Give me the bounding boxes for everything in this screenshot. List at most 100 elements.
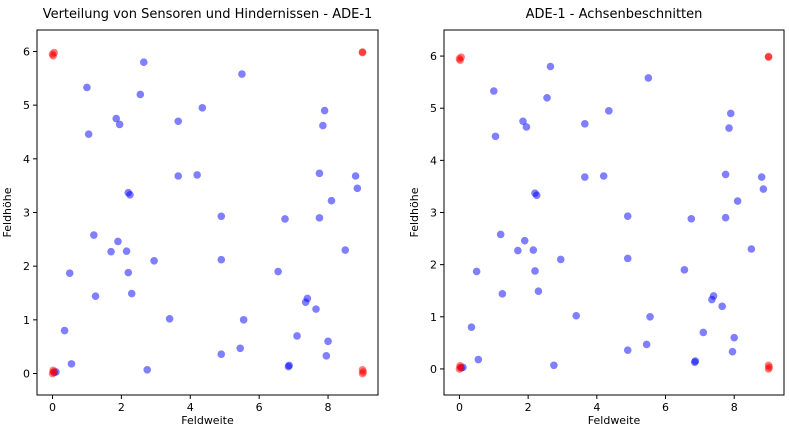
blue-data-point: [644, 74, 653, 82]
blue-data-point: [572, 311, 581, 320]
blue-data-point: [646, 312, 654, 321]
x-axis-label: Feldweite: [588, 414, 641, 427]
blue-data-point: [726, 109, 735, 118]
blue-data-point: [730, 333, 739, 342]
y-tick-label: 3: [430, 207, 437, 220]
blue-data-point: [238, 70, 246, 78]
blue-data-point: [122, 247, 131, 255]
y-axis-label: Feldhöhe: [1, 187, 14, 237]
blue-data-point: [759, 185, 768, 193]
blue-data-point: [467, 323, 476, 332]
blue-data-point: [315, 169, 324, 178]
blue-data-point: [747, 245, 756, 253]
y-tick-label: 5: [23, 99, 30, 112]
blue-data-point: [353, 184, 362, 193]
red-data-point: [50, 48, 59, 57]
red-data-point: [49, 366, 57, 375]
chart-title: ADE-1 - Achsenbeschnitten: [526, 7, 703, 22]
blue-data-point: [115, 120, 124, 129]
blue-data-point: [623, 254, 632, 263]
red-data-point: [456, 362, 464, 370]
red-data-point: [764, 361, 773, 370]
blue-data-point: [532, 191, 541, 200]
blue-data-point: [274, 267, 282, 276]
blue-data-point: [341, 246, 350, 254]
blue-data-point: [709, 292, 718, 300]
x-tick-label: 0: [456, 401, 463, 414]
blue-data-point: [721, 170, 730, 179]
blue-data-point: [281, 215, 289, 223]
blue-data-point: [733, 197, 742, 205]
y-tick-label: 0: [430, 363, 437, 376]
blue-data-point: [65, 269, 74, 277]
blue-data-point: [236, 344, 245, 353]
blue-data-point: [84, 130, 93, 138]
blue-data-point: [90, 231, 98, 239]
blue-data-point: [150, 257, 158, 265]
y-tick-label: 4: [430, 154, 437, 167]
red-data-point: [358, 365, 367, 374]
blue-data-point: [680, 266, 689, 274]
blue-data-point: [757, 173, 766, 181]
blue-data-point: [124, 268, 133, 277]
y-axis-label: Feldhöhe: [408, 187, 421, 237]
blue-data-point: [721, 213, 730, 222]
blue-data-point: [623, 212, 632, 220]
blue-data-point: [531, 267, 539, 275]
blue-data-point: [239, 316, 248, 324]
blue-data-point: [293, 332, 301, 340]
blue-data-point: [699, 328, 708, 337]
blue-data-point: [174, 172, 183, 180]
blue-data-point: [599, 172, 608, 180]
blue-data-point: [114, 237, 122, 246]
blue-data-point: [605, 107, 613, 115]
blue-data-point: [303, 294, 312, 303]
blue-data-point: [217, 350, 226, 359]
right-scatter-panel: ADE-1 - Achsenbeschnitten 0 2 4 6 8 0 1 2 3 4 5 6 Fel…: [408, 7, 785, 427]
blue-data-point: [91, 292, 100, 301]
blue-data-point: [198, 104, 207, 112]
blue-data-point: [139, 58, 148, 67]
blue-data-point: [351, 172, 360, 180]
blue-data-point: [165, 314, 174, 323]
red-data-point: [764, 52, 773, 61]
y-tick-label: 1: [430, 311, 437, 324]
blue-data-point: [718, 302, 726, 311]
blue-data-point: [534, 287, 543, 296]
y-tick-label: 0: [23, 368, 30, 381]
y-tick-label: 6: [430, 50, 437, 63]
chart-title: Verteilung von Sensoren und Hindernissen…: [43, 7, 373, 22]
blue-data-point: [546, 62, 555, 71]
blue-data-point: [514, 246, 522, 255]
blue-data-point: [529, 246, 538, 254]
blue-data-point: [67, 360, 76, 368]
x-tick-label: 8: [731, 401, 738, 414]
red-data-point: [457, 53, 465, 61]
blue-data-point: [107, 247, 115, 256]
x-tick-label: 6: [256, 401, 263, 414]
y-tick-label: 2: [23, 260, 30, 273]
x-tick-label: 4: [187, 401, 194, 414]
blue-data-point: [496, 230, 505, 239]
blue-data-point: [642, 340, 651, 349]
x-tick-label: 2: [525, 401, 532, 414]
blue-data-point: [320, 106, 329, 115]
blue-data-point: [519, 117, 527, 126]
blue-data-point: [550, 361, 558, 370]
blue-data-point: [193, 171, 201, 179]
blue-data-point: [174, 117, 183, 126]
y-tick-label: 4: [23, 153, 30, 166]
blue-data-point: [126, 190, 134, 199]
y-tick-label: 6: [23, 45, 30, 58]
blue-data-point: [491, 132, 500, 141]
x-tick-label: 2: [118, 401, 125, 414]
y-tick-label: 3: [23, 207, 30, 220]
x-tick-label: 4: [593, 401, 600, 414]
y-tick-label: 2: [430, 259, 437, 272]
blue-data-point: [522, 123, 531, 131]
left-scatter-panel: Verteilung von Sensoren und Hindernissen…: [1, 7, 379, 427]
blue-data-point: [143, 365, 152, 374]
x-tick-label: 8: [325, 401, 332, 414]
blue-data-point: [623, 346, 632, 354]
blue-data-point: [691, 357, 700, 365]
